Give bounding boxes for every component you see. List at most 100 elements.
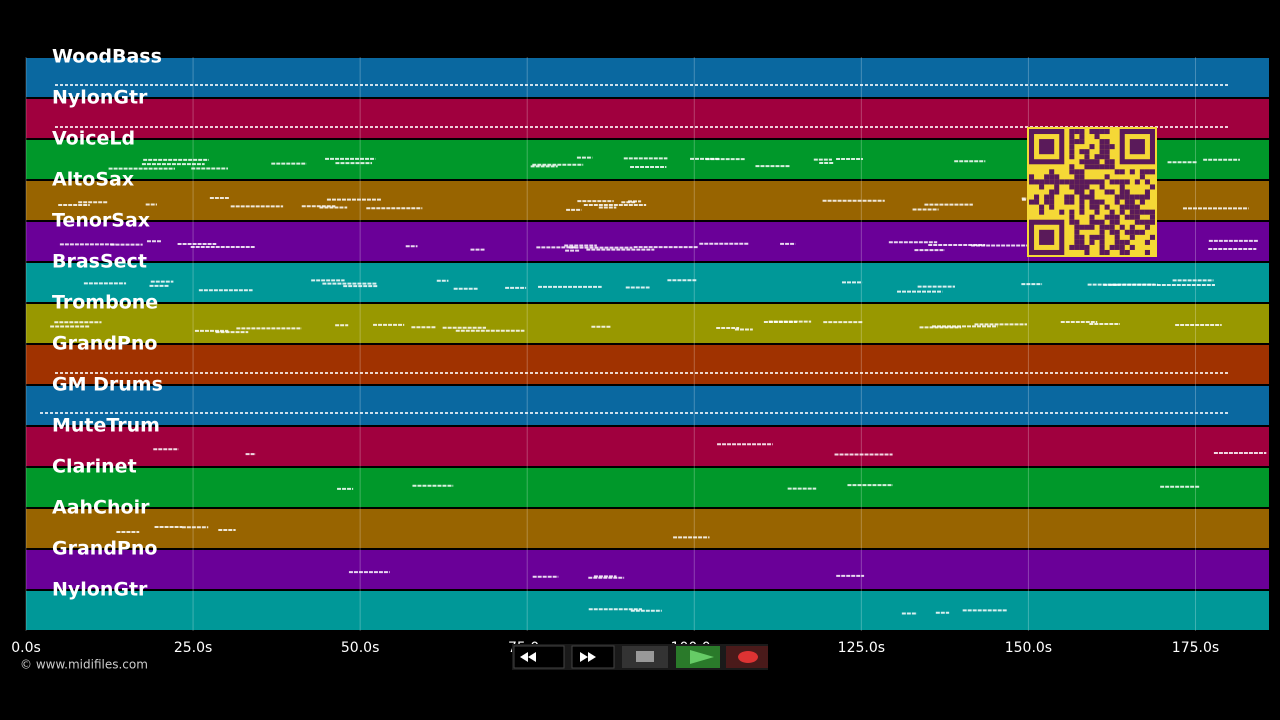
notes [40, 84, 1267, 615]
x-tick-label: 150.0s [1005, 640, 1052, 656]
qr-module [1074, 139, 1080, 145]
x-tick-label: 175.0s [1172, 640, 1219, 656]
qr-module [1139, 194, 1145, 200]
qr-module [1104, 249, 1110, 255]
qr-module [1089, 219, 1095, 225]
qr-module [1119, 239, 1125, 245]
qr-module [1069, 169, 1075, 175]
qr-module [1089, 214, 1095, 220]
qr-module [1114, 179, 1120, 185]
qr-module [1044, 179, 1050, 185]
qr-module [1144, 219, 1150, 225]
qr-module [1074, 174, 1080, 180]
qr-module [1039, 209, 1045, 215]
qr-module [1149, 184, 1155, 190]
qr-module [1104, 139, 1110, 145]
qr-module [1099, 234, 1105, 240]
qr-module [1094, 204, 1100, 210]
qr-module [1099, 149, 1105, 155]
qr-module [1129, 169, 1135, 175]
qr-module [1079, 199, 1085, 205]
qr-module [1089, 189, 1095, 195]
qr-module [1084, 224, 1090, 230]
qr-module [1129, 214, 1135, 220]
track-band [26, 263, 1269, 302]
qr-module [1084, 244, 1090, 250]
record-button[interactable] [726, 646, 768, 668]
qr-module [1119, 244, 1125, 250]
rewind-button[interactable] [513, 645, 565, 669]
qr-module [1104, 154, 1110, 160]
qr-module [1094, 179, 1100, 185]
qr-module [1069, 199, 1075, 205]
qr-module [1099, 129, 1105, 135]
play-button[interactable] [676, 646, 720, 668]
qr-module [1089, 199, 1095, 205]
qr-module [1134, 204, 1140, 210]
qr-module [1109, 229, 1115, 235]
qr-module [1114, 214, 1120, 220]
qr-module [1084, 179, 1090, 185]
qr-module [1074, 184, 1080, 190]
qr-module [1094, 164, 1100, 170]
qr-module [1079, 169, 1085, 175]
qr-module [1084, 184, 1090, 190]
qr-module [1029, 179, 1035, 185]
qr-module [1099, 199, 1105, 205]
fast-forward-button[interactable] [571, 645, 615, 669]
qr-module [1079, 209, 1085, 215]
qr-module [1094, 129, 1100, 135]
qr-module [1039, 204, 1045, 210]
qr-module [1124, 194, 1130, 200]
qr-module [1064, 179, 1070, 185]
qr-module [1109, 179, 1115, 185]
qr-module [1069, 129, 1075, 135]
qr-module [1114, 239, 1120, 245]
x-tick-label: 125.0s [838, 640, 885, 656]
qr-module [1114, 219, 1120, 225]
stop-button[interactable] [622, 646, 668, 668]
qr-module [1029, 199, 1035, 205]
qr-module [1054, 184, 1060, 190]
qr-module [1104, 159, 1110, 165]
qr-module [1069, 134, 1075, 140]
qr-module [1079, 224, 1085, 230]
qr-module [1059, 209, 1065, 215]
qr-module [1079, 139, 1085, 145]
qr-module [1079, 234, 1085, 240]
qr-module [1074, 239, 1080, 245]
toolbar [512, 644, 768, 670]
qr-module [1069, 184, 1075, 190]
qr-module [1144, 194, 1150, 200]
qr-module [1089, 224, 1095, 230]
qr-module [1099, 224, 1105, 230]
qr-module [1079, 189, 1085, 195]
qr-module [1129, 224, 1135, 230]
qr-module [1119, 224, 1125, 230]
qr-module [1049, 204, 1055, 210]
qr-module [1099, 184, 1105, 190]
qr-module [1064, 199, 1070, 205]
qr-module [1119, 194, 1125, 200]
qr-module [1099, 154, 1105, 160]
qr-module [1099, 144, 1105, 150]
qr-module [1129, 209, 1135, 215]
track-label: GM Drums [52, 374, 163, 396]
qr-module [1124, 239, 1130, 245]
qr-module [1084, 159, 1090, 165]
qr-module [1029, 174, 1035, 180]
qr-finder [1129, 139, 1145, 155]
qr-module [1094, 154, 1100, 160]
qr-module [1099, 164, 1105, 170]
qr-module [1084, 149, 1090, 155]
qr-module [1139, 209, 1145, 215]
qr-module [1094, 199, 1100, 205]
copyright: © www.midifiles.com [20, 658, 148, 672]
qr-module [1149, 219, 1155, 225]
qr-module [1104, 164, 1110, 170]
track-label: TenorSax [52, 210, 150, 232]
track-label: BrasSect [52, 251, 147, 273]
qr-module [1129, 229, 1135, 235]
qr-code [1027, 127, 1157, 257]
qr-module [1119, 249, 1125, 255]
